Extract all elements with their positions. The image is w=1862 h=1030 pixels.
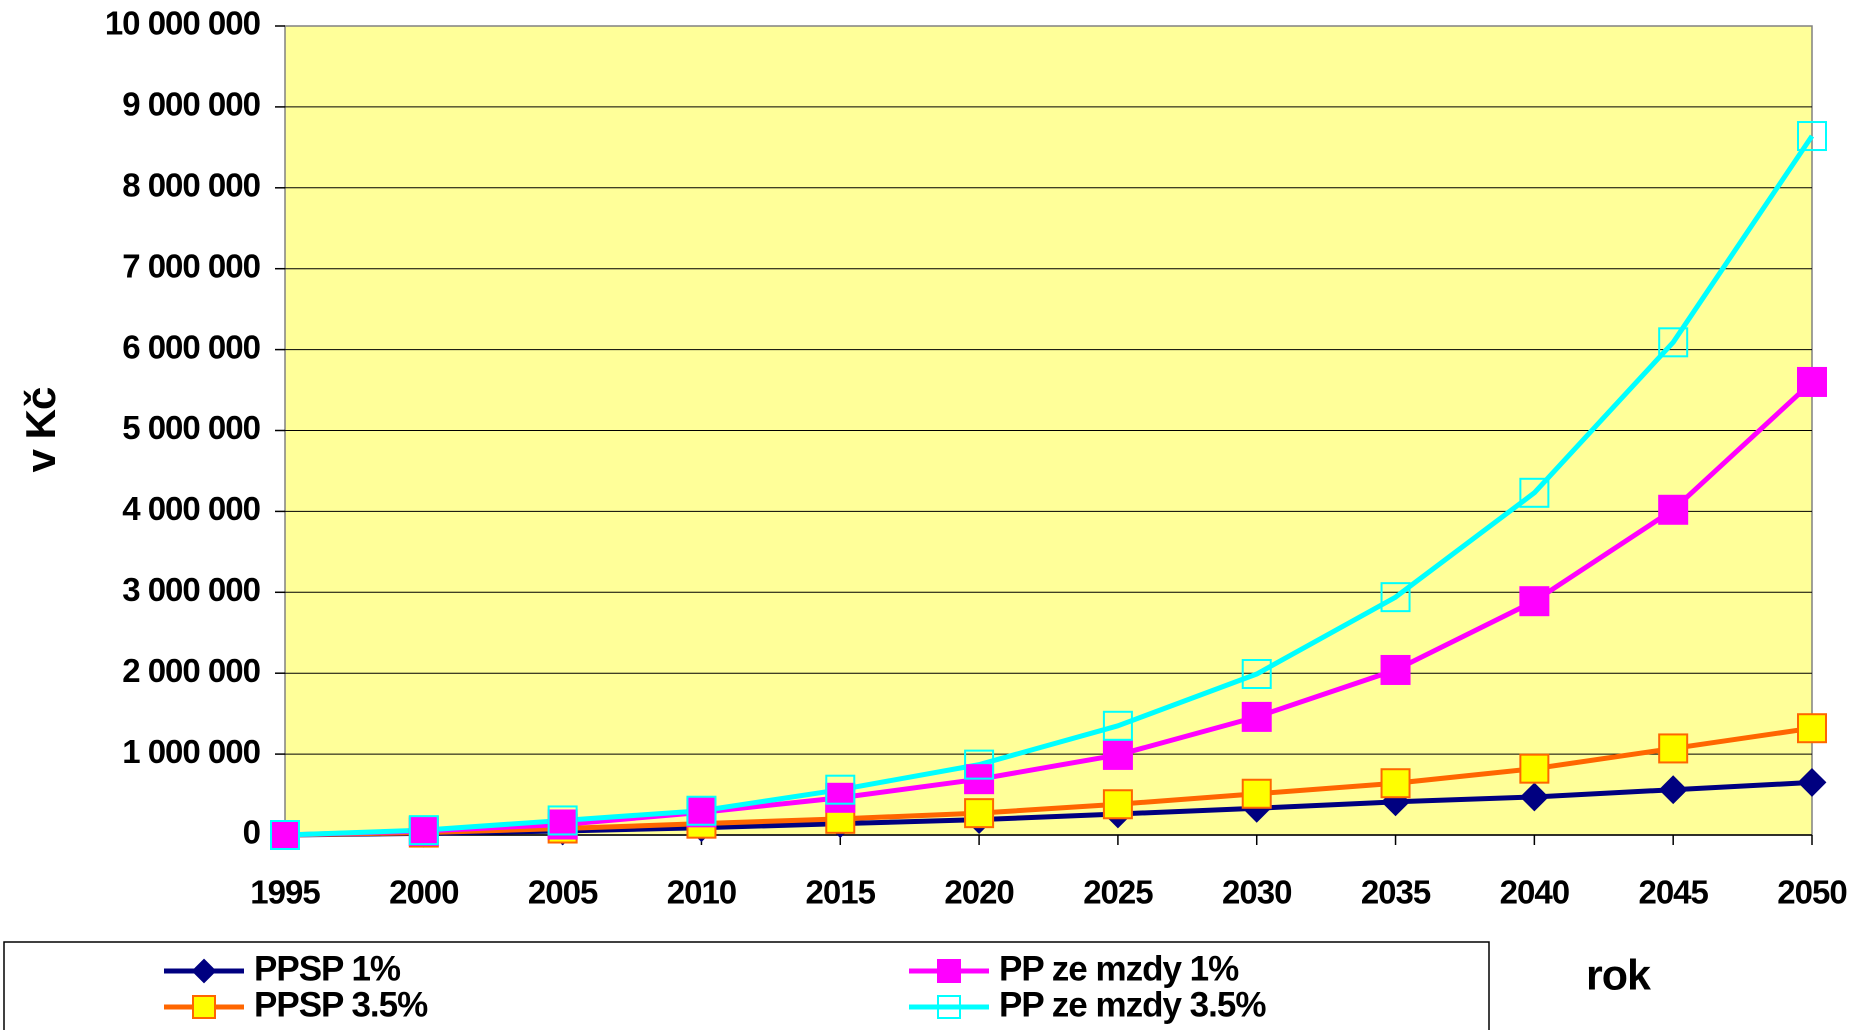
y-tick-label: 4 000 000 [122,490,260,527]
x-axis-label: rok [1586,951,1651,999]
legend-marker [192,995,216,1019]
data-point [1241,659,1272,690]
x-tick-label: 2045 [1638,874,1708,911]
x-tick-label: 2050 [1777,874,1846,911]
data-point [1658,775,1688,805]
data-point [547,805,578,836]
data-point [825,774,856,805]
data-point [270,820,300,850]
data-point [1797,768,1827,797]
data-point [1658,327,1689,358]
data-point [408,815,439,846]
data-point [1380,582,1411,613]
legend-label: PP ze mzdy 1% [999,949,1239,988]
legend-label: PPSP 3.5% [254,985,428,1024]
x-tick-label: 2010 [667,874,736,911]
y-tick-label: 1 000 000 [122,733,260,770]
data-point [825,782,856,813]
x-tick-label: 2030 [1222,874,1291,911]
data-point [1519,586,1550,617]
data-point [270,820,300,850]
legend-label: PP ze mzdy 3.5% [999,985,1266,1024]
y-tick-label: 9 000 000 [122,86,260,123]
y-tick-label: 5 000 000 [122,409,260,446]
data-point [686,795,717,826]
data-point [408,815,439,846]
data-point [1380,768,1411,799]
series-line [284,725,1813,838]
data-point [686,797,717,828]
x-tick-label: 2000 [389,874,458,911]
x-tick-label: 2035 [1361,874,1431,911]
series-line [284,134,1815,838]
x-tick-label: 2040 [1500,874,1569,911]
x-tick-label: 2005 [528,874,598,911]
y-tick-label: 3 000 000 [122,571,260,608]
data-point [1102,739,1133,770]
data-point [1797,121,1827,152]
legend-marker [191,958,217,984]
x-tick-label: 2025 [1083,874,1153,911]
y-tick-label: 2 000 000 [122,652,260,689]
data-point [1380,654,1411,685]
legend [3,941,1490,1030]
data-point [1797,713,1827,744]
data-point [1797,366,1827,397]
y-tick-label: 7 000 000 [122,247,260,284]
data-point [1658,733,1689,764]
data-point [1241,778,1272,809]
data-point [964,798,995,829]
x-tick-label: 2020 [944,874,1013,911]
data-point [1102,710,1133,741]
data-point [1519,782,1549,812]
y-axis-label: v Kč [17,387,64,472]
y-tick-label: 10 000 000 [105,5,260,42]
x-tick-label: 2015 [806,874,876,911]
x-tick-label: 1995 [250,874,320,911]
y-tick-label: 0 [243,814,260,851]
data-point [964,749,995,780]
y-tick-label: 6 000 000 [122,328,260,365]
series-line [284,380,1814,838]
data-point [1519,753,1550,784]
data-point [1241,701,1272,732]
y-tick-label: 8 000 000 [122,167,260,204]
data-point [1519,477,1550,508]
legend-marker [937,995,961,1019]
legend-label: PPSP 1% [254,949,401,988]
legend-marker [937,959,961,983]
data-point [1102,789,1133,820]
data-point [1658,494,1689,525]
